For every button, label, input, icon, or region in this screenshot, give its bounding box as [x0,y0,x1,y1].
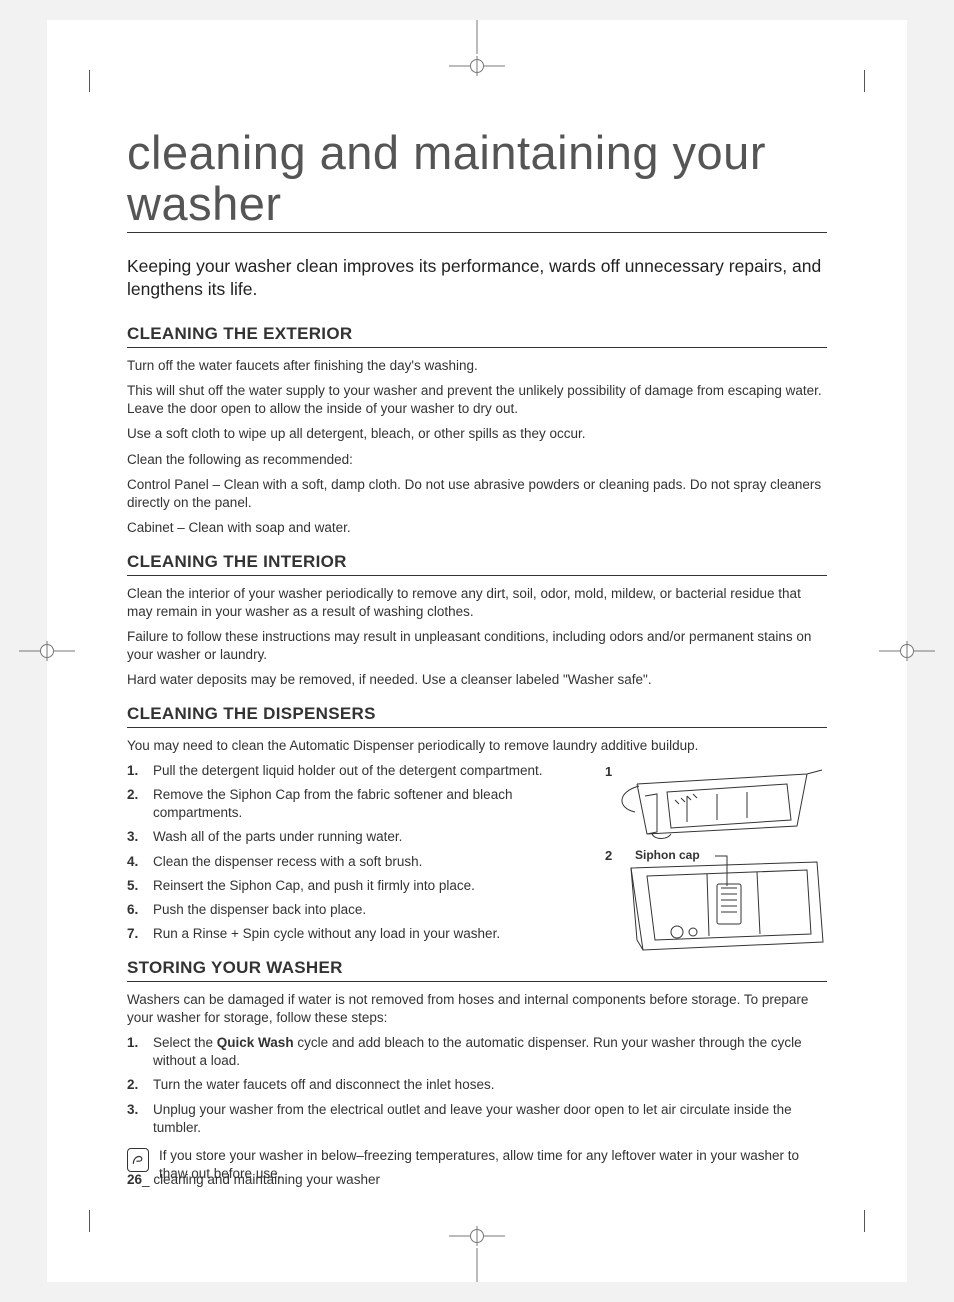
trim-mark [864,70,865,92]
body-text: Turn off the water faucets after finishi… [127,357,827,375]
page-content: cleaning and maintaining your washer Kee… [127,128,827,1184]
diagram-label-2: 2 [605,848,612,863]
list-item: Turn the water faucets off and disconnec… [127,1076,827,1094]
body-text: Control Panel – Clean with a soft, damp … [127,476,827,512]
body-text: Cabinet – Clean with soap and water. [127,519,827,537]
body-text: Clean the following as recommended: [127,451,827,469]
crop-mark [477,1248,478,1282]
registration-mark-icon [19,641,75,661]
body-text: Failure to follow these instructions may… [127,628,827,664]
manual-page: cleaning and maintaining your washer Kee… [47,20,907,1282]
section-heading-dispensers: CLEANING THE DISPENSERS [127,704,827,728]
body-text: Washers can be damaged if water is not r… [127,991,827,1027]
list-item: Remove the Siphon Cap from the fabric so… [127,786,561,822]
dispenser-steps: Pull the detergent liquid holder out of … [127,762,561,944]
registration-mark-icon [449,1226,505,1246]
list-item: Unplug your washer from the electrical o… [127,1101,827,1137]
dispenser-svg-icon [597,764,827,964]
trim-mark [89,70,90,92]
registration-mark-icon [879,641,935,661]
page-title: cleaning and maintaining your washer [127,128,827,233]
list-item: Reinsert the Siphon Cap, and push it fir… [127,877,561,895]
page-footer: 26_ cleaning and maintaining your washer [127,1172,380,1187]
footer-label: cleaning and maintaining your washer [153,1172,380,1187]
body-text: Use a soft cloth to wipe up all detergen… [127,425,827,443]
registration-mark-icon [449,56,505,76]
footer-sep: _ [142,1172,150,1187]
body-text: Hard water deposits may be removed, if n… [127,671,827,689]
storing-steps: Select the Quick Wash cycle and add blea… [127,1034,827,1137]
list-item: Push the dispenser back into place. [127,901,561,919]
dispenser-diagram: 1 2 Siphon cap [597,764,827,964]
list-item: Run a Rinse + Spin cycle without any loa… [127,925,561,943]
section-heading-exterior: CLEANING THE EXTERIOR [127,324,827,348]
trim-mark [864,1210,865,1232]
list-item: Select the Quick Wash cycle and add blea… [127,1034,827,1070]
trim-mark [89,1210,90,1232]
list-item: Wash all of the parts under running wate… [127,828,561,846]
intro-text: Keeping your washer clean improves its p… [127,255,827,302]
list-item: Clean the dispenser recess with a soft b… [127,853,561,871]
diagram-label-1: 1 [605,764,612,779]
page-number: 26 [127,1172,142,1187]
body-text: Clean the interior of your washer period… [127,585,827,621]
dispenser-block: Pull the detergent liquid holder out of … [127,762,827,944]
body-text: This will shut off the water supply to y… [127,382,827,418]
section-heading-interior: CLEANING THE INTERIOR [127,552,827,576]
crop-mark [477,20,478,54]
diagram-caption: Siphon cap [635,848,700,862]
list-item: Pull the detergent liquid holder out of … [127,762,561,780]
note-icon [127,1148,149,1172]
body-text: You may need to clean the Automatic Disp… [127,737,827,755]
